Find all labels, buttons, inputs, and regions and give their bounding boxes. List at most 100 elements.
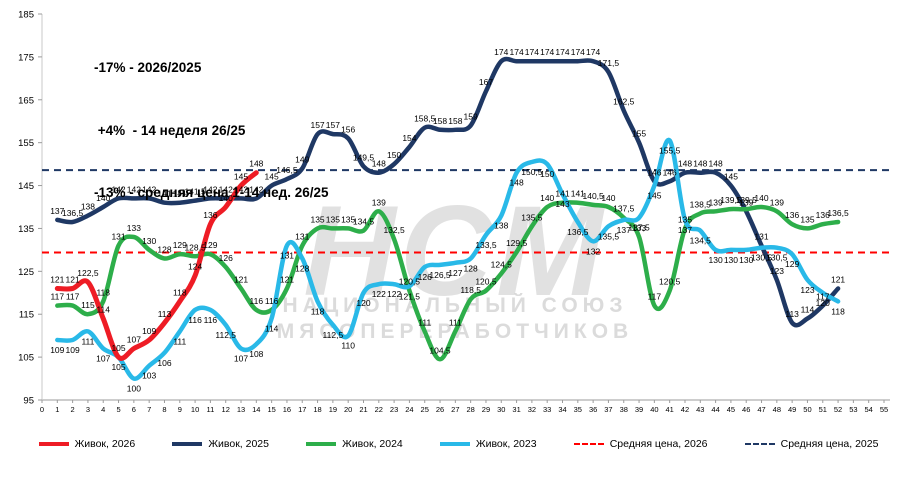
point-label: 159 <box>464 112 478 122</box>
point-label: 148 <box>693 159 707 169</box>
point-label: 156 <box>341 124 355 134</box>
point-label: 121 <box>280 274 294 284</box>
point-label: 135 <box>310 214 324 224</box>
point-label: 129 <box>785 259 799 269</box>
point-label: 118 <box>311 306 325 316</box>
legend-label: Живок, 2026 <box>74 438 136 450</box>
point-label: 140 <box>754 193 768 203</box>
point-label: 107 <box>127 335 141 345</box>
point-label: 130,5 <box>766 253 788 263</box>
point-label: 105 <box>111 343 125 353</box>
point-label: 171,5 <box>598 58 620 68</box>
point-label: 140 <box>96 193 110 203</box>
x-tick-37: 37 <box>604 405 612 414</box>
x-tick-28: 28 <box>466 405 474 414</box>
point-label: 150 <box>540 169 554 179</box>
point-label: 109 <box>66 345 80 355</box>
point-label: 146 <box>647 167 661 177</box>
line-marker <box>38 442 69 446</box>
legend-item-Живок, 2024: Живок, 2024 <box>306 438 403 450</box>
point-label: 135 <box>678 214 692 224</box>
x-tick-40: 40 <box>650 405 658 414</box>
point-label: 145 <box>234 172 248 182</box>
point-label: 174 <box>555 47 569 57</box>
point-label: 140 <box>540 193 554 203</box>
y-tick-105: 105 <box>18 353 34 364</box>
average-price-lines <box>42 169 890 254</box>
x-tick-52: 52 <box>834 405 842 414</box>
legend-label: Живок, 2023 <box>475 438 537 450</box>
point-label: 138,5 <box>690 199 712 209</box>
point-label: 122 <box>372 289 386 299</box>
point-label: 148 <box>372 159 386 169</box>
point-label: 133 <box>632 223 646 233</box>
point-label: 103 <box>142 371 156 381</box>
legend-label: Средняя цена, 2025 <box>780 438 879 450</box>
x-tick-0: 0 <box>40 405 44 414</box>
x-tick-36: 36 <box>589 405 597 414</box>
point-label: 148 <box>709 159 723 169</box>
point-label: 142 <box>219 184 233 194</box>
point-label: 120,5 <box>659 277 681 287</box>
line-marker <box>439 442 470 446</box>
point-label: 133,5 <box>475 240 497 250</box>
y-tick-135: 135 <box>18 224 34 235</box>
point-label: 118 <box>173 287 187 297</box>
point-label: 167 <box>479 77 493 87</box>
line-marker <box>172 442 203 446</box>
x-tick-7: 7 <box>147 405 151 414</box>
svg-text:НАЦИОНАЛЬНЫЙ СОЮЗ: НАЦИОНАЛЬНЫЙ СОЮЗ <box>283 293 628 317</box>
point-label: 155,5 <box>659 146 681 156</box>
y-tick-185: 185 <box>18 10 34 21</box>
point-label: 142 <box>142 184 156 194</box>
point-label: 113 <box>158 309 172 319</box>
point-label: 114 <box>801 305 815 315</box>
point-label: 148 <box>509 178 523 188</box>
x-tick-45: 45 <box>727 405 735 414</box>
point-label: 148 <box>678 159 692 169</box>
point-label: 139,5 <box>720 195 742 205</box>
point-label: 135,5 <box>598 231 620 241</box>
x-tick-46: 46 <box>742 405 750 414</box>
point-label: 139 <box>372 197 386 207</box>
point-label: 150,5 <box>521 167 543 177</box>
legend-label: Живок, 2025 <box>208 438 269 450</box>
x-tick-15: 15 <box>267 405 275 414</box>
series-Живок, 2026 <box>54 170 259 361</box>
y-tick-145: 145 <box>18 181 34 192</box>
dashed-line-marker <box>744 443 775 445</box>
point-label: 140,5 <box>582 191 604 201</box>
point-label: 120,5 <box>475 277 497 287</box>
point-label: 116 <box>265 296 279 306</box>
point-label: 118 <box>831 306 845 316</box>
point-label: 158 <box>448 116 462 126</box>
x-tick-55: 55 <box>880 405 888 414</box>
point-label: 105 <box>111 362 125 372</box>
point-label: 110 <box>341 341 355 351</box>
point-label: 137 <box>678 225 692 235</box>
point-label: 141 <box>555 189 569 199</box>
legend-item-Живок, 2023: Живок, 2023 <box>439 438 537 450</box>
legend-item-Средняя цена, 2026: Средняя цена, 2026 <box>573 438 708 450</box>
point-label: 137,5 <box>613 204 635 214</box>
x-tick-26: 26 <box>436 405 444 414</box>
point-label: 106 <box>157 358 171 368</box>
point-label: 114 <box>265 324 279 334</box>
x-tick-12: 12 <box>222 405 230 414</box>
point-label: 121,5 <box>399 291 421 301</box>
point-label: 136 <box>203 210 217 220</box>
point-label: 135,5 <box>521 212 543 222</box>
x-tick-54: 54 <box>865 405 873 414</box>
x-tick-41: 41 <box>666 405 674 414</box>
point-label: 130 <box>739 255 753 265</box>
point-label: 121 <box>234 274 248 284</box>
legend-item-Средняя цена, 2025: Средняя цена, 2025 <box>744 438 879 450</box>
legend-label: Живок, 2024 <box>342 438 403 450</box>
x-tick-16: 16 <box>283 405 291 414</box>
point-label: 112,5 <box>323 330 344 340</box>
point-label: 111 <box>173 336 186 346</box>
x-tick-29: 29 <box>482 405 490 414</box>
svg-text:МЯСОПЕРЕРАБОТЧИКОВ: МЯСОПЕРЕРАБОТЧИКОВ <box>277 320 633 343</box>
annotation-block: -17% - 2026/2025 +4% - 14 неделя 26/25 -… <box>94 16 329 246</box>
